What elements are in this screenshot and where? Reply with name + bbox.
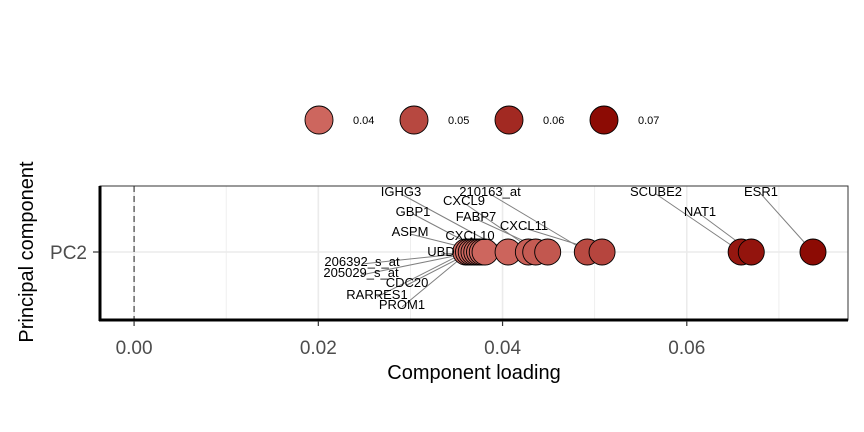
y-tick-label: PC2	[50, 243, 87, 264]
leader-line	[655, 193, 742, 253]
legend-label: 0.04	[353, 115, 374, 127]
label-rarres1: RARRES1	[346, 287, 407, 302]
label-ighg3: IGHG3	[381, 184, 421, 199]
label-gbp1: GBP1	[396, 204, 431, 219]
label-206392-s-at: 206392_s_at	[324, 254, 400, 269]
x-axis-title: Component loading	[387, 362, 560, 384]
label-nat1: NAT1	[684, 204, 716, 219]
label-ubd: UBD	[427, 244, 454, 259]
legend: 0.04 0.05 0.06 0.07	[304, 105, 659, 135]
label-210163-at: 210163_at	[459, 184, 521, 199]
label-esr1: ESR1	[744, 184, 778, 199]
label-cdc20: CDC20	[386, 275, 429, 290]
point-nat1	[737, 238, 765, 266]
label-cxcl10: CXCL10	[445, 228, 494, 243]
legend-key	[589, 105, 619, 135]
legend-label: 0.05	[448, 115, 469, 127]
point-esr1	[799, 238, 827, 266]
x-tick-label: 0.04	[484, 338, 521, 359]
y-axis-title: Principal component	[16, 161, 38, 343]
point-fabp7	[534, 238, 562, 266]
legend-label: 0.07	[638, 115, 659, 127]
label-cxcl9: CXCL9	[443, 193, 485, 208]
legend-key	[399, 105, 429, 135]
x-tick-label: 0.00	[116, 338, 153, 359]
label-prom1: PROM1	[379, 297, 425, 312]
label-scube2: SCUBE2	[630, 184, 682, 199]
leader-line	[376, 251, 466, 298]
legend-key	[304, 105, 334, 135]
legend-key	[494, 105, 524, 135]
legend-label: 0.06	[543, 115, 564, 127]
label-fabp7: FABP7	[456, 209, 496, 224]
label-cxcl11: CXCL11	[500, 218, 548, 233]
label-205029-s-at: 205029_s_at	[323, 265, 399, 280]
x-tick-label: 0.06	[668, 338, 705, 359]
point-cxcl11	[588, 238, 616, 266]
x-tick-label: 0.02	[300, 338, 337, 359]
axes: 0.00 0.02 0.04 0.06 PC2	[50, 243, 705, 359]
label-aspm: ASPM	[392, 224, 429, 239]
data-points	[452, 238, 827, 266]
